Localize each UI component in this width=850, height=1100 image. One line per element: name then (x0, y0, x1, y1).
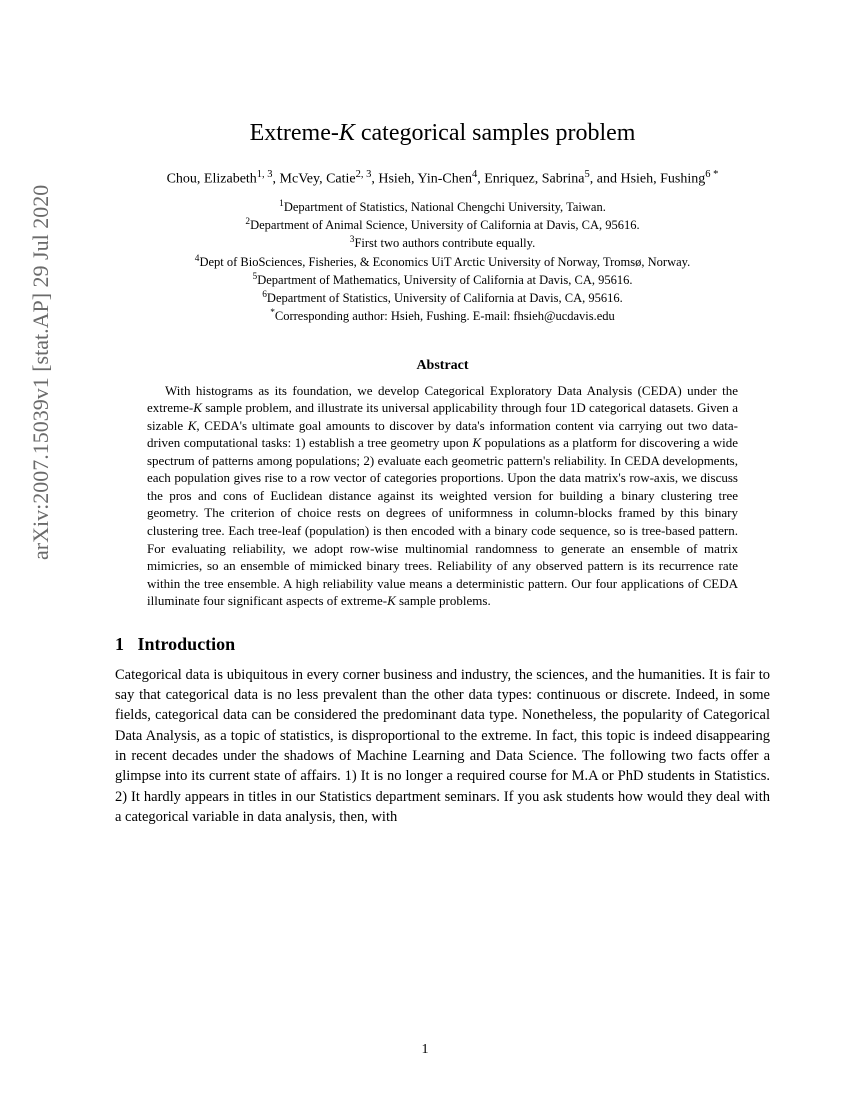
title-pre: Extreme- (250, 120, 339, 146)
title-post: categorical samples problem (355, 120, 636, 146)
section-heading: 1 Introduction (115, 634, 770, 655)
abstract-body: With histograms as its foundation, we de… (147, 382, 738, 610)
section-title: Introduction (138, 634, 236, 654)
abstract-text: With histograms as its foundation, we de… (147, 383, 738, 609)
affiliation-line: 2Department of Animal Science, Universit… (115, 216, 770, 234)
affiliation-line: 5Department of Mathematics, University o… (115, 271, 770, 289)
paper-title: Extreme-K categorical samples problem (115, 120, 770, 147)
affiliation-line: 1Department of Statistics, National Chen… (115, 198, 770, 216)
section-number: 1 (115, 634, 124, 654)
affiliation-line: 3First two authors contribute equally. (115, 234, 770, 252)
abstract-heading: Abstract (115, 358, 770, 374)
affiliations-block: 1Department of Statistics, National Chen… (115, 198, 770, 326)
affiliation-line: 6Department of Statistics, University of… (115, 289, 770, 307)
intro-paragraph: Categorical data is ubiquitous in every … (115, 665, 770, 827)
arxiv-stamp: arXiv:2007.15039v1 [stat.AP] 29 Jul 2020 (28, 185, 54, 560)
affiliation-line: 4Dept of BioSciences, Fisheries, & Econo… (115, 253, 770, 271)
author-list: Chou, Elizabeth1, 3, McVey, Catie2, 3, H… (115, 169, 770, 188)
page-content: Extreme-K categorical samples problem Ch… (115, 0, 770, 827)
title-italic-k: K (339, 120, 355, 146)
page-number: 1 (0, 1042, 850, 1058)
affiliation-line: *Corresponding author: Hsieh, Fushing. E… (115, 307, 770, 325)
